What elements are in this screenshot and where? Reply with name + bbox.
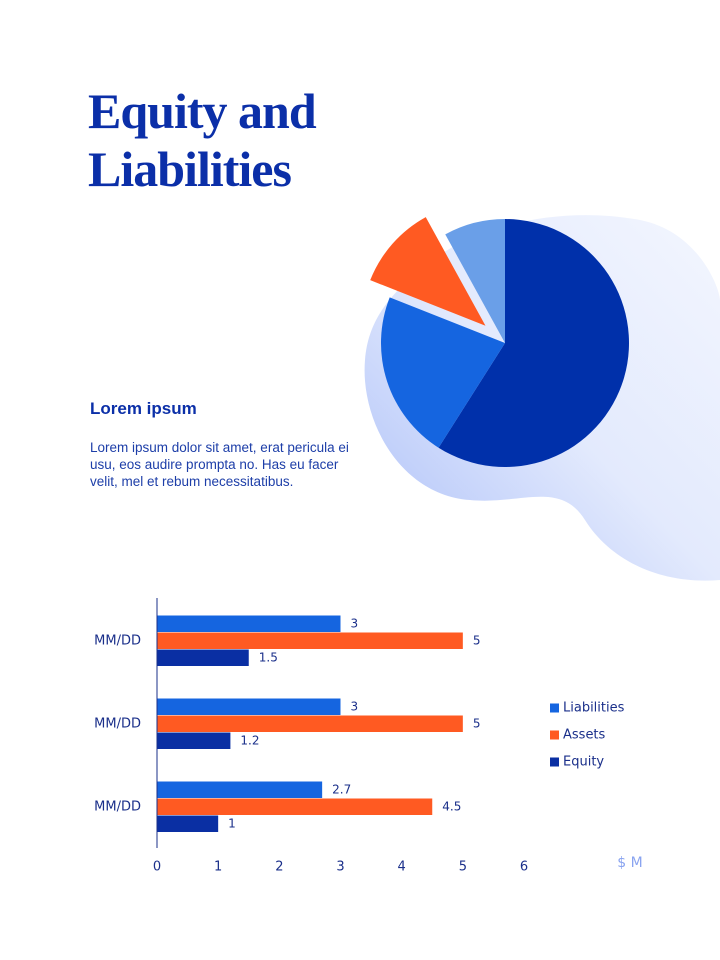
pie-slice <box>438 219 629 467</box>
legend-label: Assets <box>563 728 606 743</box>
y-tick-label: MM/DD <box>94 717 141 732</box>
legend-swatch <box>550 730 559 740</box>
value-label: 4.5 <box>442 800 461 814</box>
x-tick-label: 4 <box>398 860 406 875</box>
x-tick-label: 6 <box>520 860 528 875</box>
bar <box>157 698 341 715</box>
value-label: 2.7 <box>332 783 351 797</box>
x-tick-label: 3 <box>336 860 344 875</box>
subtitle: Lorem ipsum <box>90 399 197 418</box>
value-label: 1.2 <box>240 734 259 748</box>
body-text: Lorem ipsum dolor sit amet, erat pericul… <box>90 440 349 489</box>
value-label: 5 <box>473 634 481 648</box>
x-tick-label: 1 <box>214 860 222 875</box>
value-label: 1.5 <box>259 651 278 665</box>
bar <box>157 632 463 649</box>
bar <box>157 798 433 815</box>
value-label: 3 <box>351 617 359 631</box>
legend-swatch <box>550 703 559 713</box>
y-tick-label: MM/DD <box>94 800 141 815</box>
bar <box>157 715 463 732</box>
bar <box>157 649 249 666</box>
x-tick-label: 5 <box>459 860 467 875</box>
bar <box>157 815 219 832</box>
value-label: 1 <box>228 817 236 831</box>
pie-slice <box>445 219 505 343</box>
pie-slice <box>381 297 505 448</box>
x-tick-label: 0 <box>153 860 161 875</box>
x-axis-label: $ M <box>617 855 642 871</box>
bar <box>157 732 231 749</box>
y-tick-label: MM/DD <box>94 634 141 649</box>
legend-label: Equity <box>563 755 604 770</box>
bar <box>157 781 323 798</box>
legend-swatch <box>550 757 559 767</box>
legend-label: Liabilities <box>563 701 625 716</box>
title: Equity and Liabilities <box>88 83 317 197</box>
x-tick-label: 2 <box>275 860 283 875</box>
bar <box>157 615 341 632</box>
value-label: 3 <box>351 700 359 714</box>
pie-slice <box>370 217 486 326</box>
value-label: 5 <box>473 717 481 731</box>
